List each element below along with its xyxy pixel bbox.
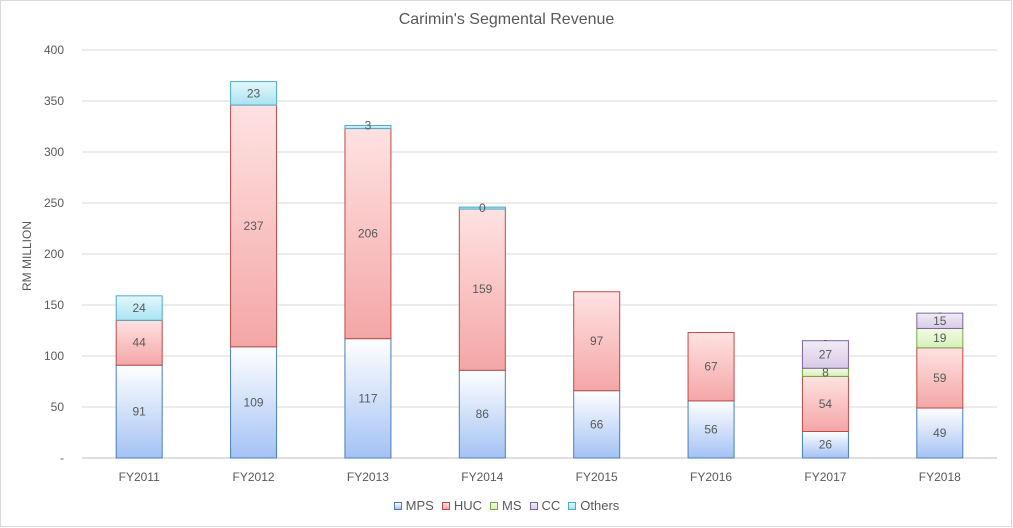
bar-huc	[115, 319, 163, 366]
bar-huc	[230, 104, 278, 348]
x-tick-label: FY2017	[804, 470, 846, 484]
data-label: 0	[479, 201, 486, 215]
legend-item-others: Others	[568, 497, 619, 513]
bar-others	[458, 206, 506, 210]
bar-huc	[458, 207, 506, 371]
data-label: 66	[590, 417, 604, 431]
data-label: 49	[933, 426, 947, 440]
x-tick-label: FY2014	[461, 470, 503, 484]
data-label: 206	[358, 227, 378, 241]
data-label: 67	[704, 360, 718, 374]
gridlines	[82, 49, 997, 459]
y-tick-label: 300	[44, 145, 64, 159]
y-tick-label: -	[60, 451, 64, 465]
y-tick-label: 400	[44, 43, 64, 57]
data-label: 59	[933, 371, 947, 385]
bar-mps	[687, 400, 735, 459]
bar-mps	[801, 430, 849, 459]
legend-swatch	[568, 501, 577, 510]
data-label: 91	[133, 405, 147, 419]
x-tick-label: FY2016	[690, 470, 732, 484]
legend-item-cc: CC	[529, 497, 561, 514]
bar-huc	[687, 332, 735, 402]
data-label: 44	[133, 336, 147, 350]
data-label: 26	[819, 438, 833, 452]
bar-huc	[801, 375, 849, 432]
legend-label: MPS	[405, 498, 434, 514]
data-label: 237	[244, 219, 264, 233]
data-labels: 91 44 24 109 237 23 117 206 3 86 159 0 66 97 56 67 26 54 8…	[133, 86, 947, 451]
data-label: 27	[819, 347, 833, 361]
data-label: 8	[822, 365, 829, 379]
x-tick-label: FY2018	[919, 470, 961, 484]
bar-others	[344, 124, 392, 130]
bar-others	[230, 81, 278, 106]
data-label: -	[823, 333, 827, 347]
data-label: 54	[819, 397, 833, 411]
data-label: 15	[933, 314, 947, 328]
x-tick-label: FY2013	[347, 470, 389, 484]
legend-swatch	[529, 501, 538, 510]
y-tick-label: 150	[44, 298, 64, 312]
y-tick-label: 100	[44, 349, 64, 363]
bar-cc	[916, 312, 964, 329]
bars	[115, 81, 964, 459]
legend: MPS HUC MS CC Others	[0, 497, 1013, 513]
legend-item-huc: HUC	[441, 497, 483, 514]
bar-mps	[458, 369, 506, 459]
data-label: 109	[244, 395, 264, 409]
y-tick-label: 50	[51, 400, 65, 414]
data-label: -	[938, 305, 942, 319]
bar-huc	[573, 291, 621, 392]
x-tick-label: FY2011	[119, 470, 160, 484]
legend-swatch	[490, 501, 499, 510]
bar-mps	[344, 338, 392, 459]
bar-mps	[115, 364, 163, 459]
bar-mps	[916, 407, 964, 459]
legend-label: Others	[580, 498, 620, 514]
x-tick-label: FY2012	[233, 470, 275, 484]
bar-mps	[230, 346, 278, 459]
data-label: 23	[247, 86, 261, 100]
legend-label: MS	[502, 498, 522, 514]
legend-label: CC	[541, 498, 561, 514]
legend-swatch	[441, 501, 450, 510]
legend-item-mps: MPS	[393, 497, 434, 514]
data-label: 24	[133, 301, 147, 315]
data-label: 159	[472, 282, 492, 296]
data-label: 3	[365, 118, 372, 132]
y-axis-label: RM MILLION	[20, 221, 34, 291]
legend-item-ms: MS	[490, 497, 522, 513]
legend-label: HUC	[453, 498, 483, 514]
bar-cc	[801, 340, 849, 369]
data-label: 97	[590, 334, 604, 348]
x-tick-label: FY2015	[576, 470, 618, 484]
y-tick-label: 250	[44, 196, 64, 210]
y-tick-label: 350	[44, 94, 64, 108]
data-label: 117	[358, 391, 377, 405]
data-label: 56	[704, 422, 718, 436]
data-label: 86	[476, 407, 490, 421]
data-label: 19	[933, 331, 947, 345]
bar-huc	[344, 128, 392, 340]
legend-swatch	[393, 501, 402, 510]
chart-title: Carimin's Segmental Revenue	[398, 11, 615, 28]
bar-others	[115, 295, 163, 321]
y-tick-label: 200	[44, 247, 64, 261]
